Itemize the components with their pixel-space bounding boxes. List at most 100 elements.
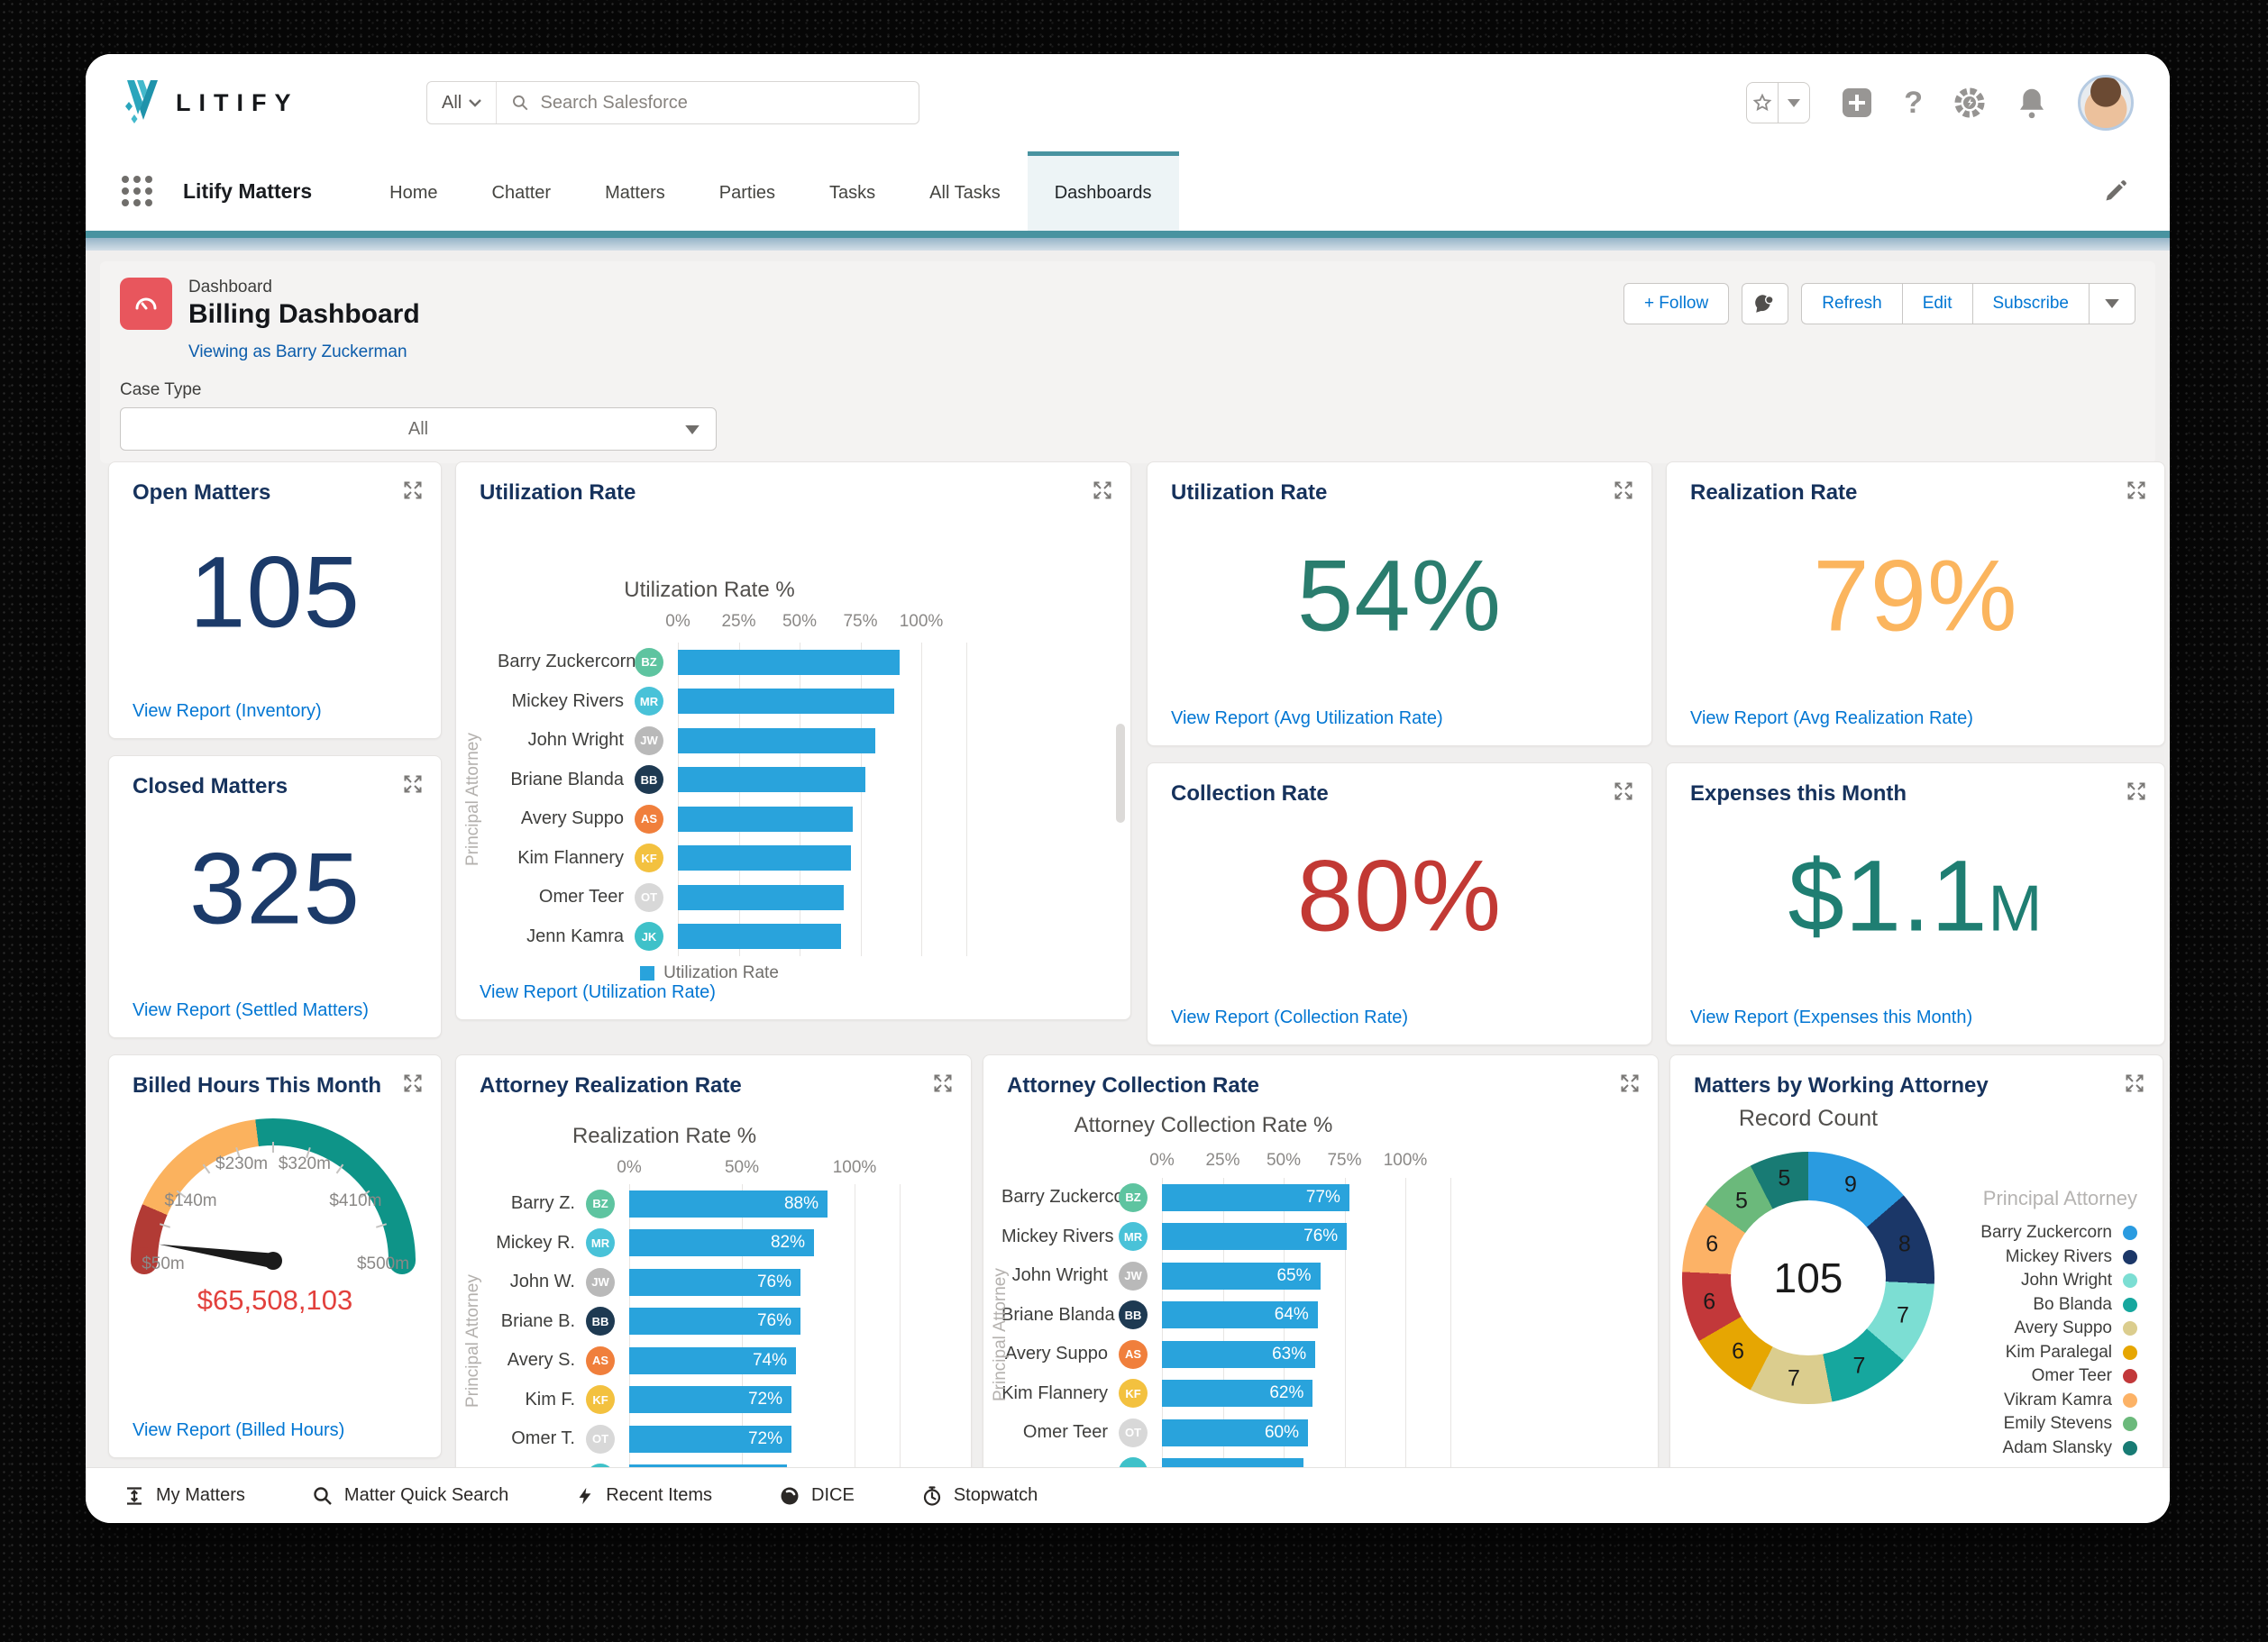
follow-button[interactable]: + Follow [1623, 283, 1730, 324]
matters-donut-chart: Record Count 105 9 8 7 7 7 6 6 6 5 5 Principal Attor… [1670, 1055, 2163, 1467]
feed-button[interactable] [1742, 283, 1789, 324]
utility-matter-quick-search[interactable]: Matter Quick Search [312, 1485, 508, 1507]
expand-icon[interactable] [2125, 479, 2148, 502]
expand-icon[interactable] [2123, 1072, 2146, 1095]
expand-icon[interactable] [931, 1072, 955, 1095]
bar[interactable]: 62% [1162, 1380, 1313, 1408]
bar[interactable]: 76% [1162, 1223, 1348, 1251]
legend-dot [2123, 1440, 2137, 1455]
view-report-link[interactable]: View Report (Collection Rate) [1171, 1008, 1409, 1027]
case-type-filter[interactable]: All [120, 407, 717, 451]
legend-item-barry-zuckercorn[interactable]: Barry Zuckercorn [1921, 1223, 2137, 1243]
x-tick-label: 75% [843, 612, 878, 631]
x-tick-label: 50% [724, 1158, 760, 1177]
favorites-button[interactable] [1746, 82, 1811, 123]
bar[interactable]: 64% [1162, 1301, 1318, 1329]
legend-item-bo-blanda[interactable]: Bo Blanda [1921, 1295, 2137, 1315]
legend-item-john-wright[interactable]: John Wright [1921, 1271, 2137, 1291]
legend-item-adam-slansky[interactable]: Adam Slansky [1921, 1438, 2137, 1458]
user-avatar[interactable] [2078, 75, 2134, 131]
bar[interactable]: 72% [629, 1425, 791, 1453]
tab-parties[interactable]: Parties [718, 183, 776, 203]
attorney-avatar: MR [635, 687, 663, 716]
legend-item-vikram-kamra[interactable]: Vikram Kamra [1921, 1391, 2137, 1410]
utility-stopwatch[interactable]: Stopwatch [921, 1485, 1038, 1507]
tab-dashboards[interactable]: Dashboards [1027, 151, 1179, 231]
bar[interactable]: 76% [629, 1308, 800, 1336]
app-launcher-icon[interactable] [122, 176, 152, 206]
view-report-link[interactable]: View Report (Avg Utilization Rate) [1171, 708, 1443, 728]
view-report-link[interactable]: View Report (Utilization Rate) [480, 982, 716, 1002]
bar[interactable] [678, 649, 900, 675]
search-input[interactable] [538, 91, 904, 114]
metric-value: $1.1M [1788, 839, 2044, 953]
expand-icon[interactable] [401, 772, 425, 796]
search-scope-dropdown[interactable]: All [427, 82, 498, 123]
expand-icon[interactable] [1612, 780, 1635, 803]
bar[interactable]: 76% [629, 1268, 800, 1296]
global-search[interactable]: All [426, 81, 919, 124]
bar[interactable] [678, 924, 841, 950]
bar[interactable] [678, 767, 865, 793]
notification-bell-icon[interactable] [2017, 87, 2047, 119]
viewing-as-link[interactable]: Viewing as Barry Zuckerman [188, 342, 407, 361]
legend-item-omer-teer[interactable]: Omer Teer [1921, 1366, 2137, 1386]
view-report-link[interactable]: View Report (Inventory) [133, 701, 322, 721]
x-tick-label: 100% [899, 612, 944, 631]
add-icon[interactable] [1841, 87, 1873, 119]
subscribe-button[interactable]: Subscribe [1971, 283, 2089, 324]
expand-icon[interactable] [1612, 479, 1635, 502]
view-report-link[interactable]: View Report (Expenses this Month) [1690, 1008, 1973, 1027]
view-report-link[interactable]: View Report (Billed Hours) [133, 1420, 345, 1440]
help-icon[interactable]: ? [1904, 86, 1923, 120]
expand-icon[interactable] [401, 479, 425, 502]
bar-value-label: 72% [747, 1428, 782, 1448]
legend-item-kim-paralegal[interactable]: Kim Paralegal [1921, 1343, 2137, 1363]
legend-item-mickey-rivers[interactable]: Mickey Rivers [1921, 1247, 2137, 1267]
attorney-avatar: AS [635, 804, 663, 834]
bar[interactable]: 63% [1162, 1340, 1316, 1368]
tab-tasks[interactable]: Tasks [829, 183, 876, 203]
bar[interactable] [678, 689, 895, 715]
legend-title: Principal Attorney [1982, 1187, 2137, 1209]
chart-row: Briane Blanda BB 64% [1001, 1296, 1459, 1336]
bar[interactable]: 74% [629, 1346, 796, 1374]
expand-icon[interactable] [401, 1072, 425, 1095]
bar[interactable]: 88% [629, 1190, 828, 1218]
bar[interactable]: 72% [629, 1386, 791, 1414]
bar[interactable]: 82% [629, 1229, 814, 1257]
category-label: Barry Zuckercorn [498, 652, 636, 672]
bar[interactable]: 77% [1162, 1183, 1349, 1211]
expand-icon[interactable] [1091, 479, 1114, 502]
view-report-link[interactable]: View Report (Avg Realization Rate) [1690, 708, 1973, 728]
legend-item-emily-stevens[interactable]: Emily Stevens [1921, 1414, 2137, 1434]
refresh-button[interactable]: Refresh [1801, 283, 1902, 324]
tab-home[interactable]: Home [389, 183, 438, 203]
tab-matters[interactable]: Matters [605, 183, 665, 203]
tab-all-tasks[interactable]: All Tasks [929, 183, 1001, 203]
bar[interactable] [629, 1464, 787, 1467]
view-report-link[interactable]: View Report (Settled Matters) [133, 1000, 369, 1020]
chart-row: Mickey Rivers MR [498, 682, 975, 722]
utility-recent-items[interactable]: Recent Items [575, 1485, 712, 1507]
bar[interactable] [678, 884, 844, 910]
edit-pencil-icon[interactable] [2103, 178, 2128, 204]
bar[interactable]: 65% [1162, 1262, 1321, 1290]
legend-item-avery-suppo[interactable]: Avery Suppo [1921, 1318, 2137, 1338]
chart-legend[interactable]: Utilization Rate [498, 963, 921, 983]
expand-icon[interactable] [2125, 780, 2148, 803]
card-scrollbar[interactable] [1116, 724, 1125, 823]
utility-my-matters[interactable]: My Matters [123, 1485, 245, 1507]
edit-button[interactable]: Edit [1901, 283, 1972, 324]
expand-icon[interactable] [1618, 1072, 1642, 1095]
more-actions-button[interactable] [2089, 283, 2135, 324]
bar[interactable] [678, 727, 875, 753]
utility-dice[interactable]: DICE [779, 1485, 855, 1507]
bar[interactable] [678, 806, 854, 832]
tab-chatter[interactable]: Chatter [491, 183, 552, 203]
global-header: LITIFY All ? [86, 54, 2170, 151]
bar[interactable]: 60% [1162, 1419, 1308, 1446]
bar[interactable] [1162, 1458, 1303, 1467]
setup-gear-icon[interactable] [1953, 87, 1986, 119]
bar[interactable] [678, 845, 851, 871]
